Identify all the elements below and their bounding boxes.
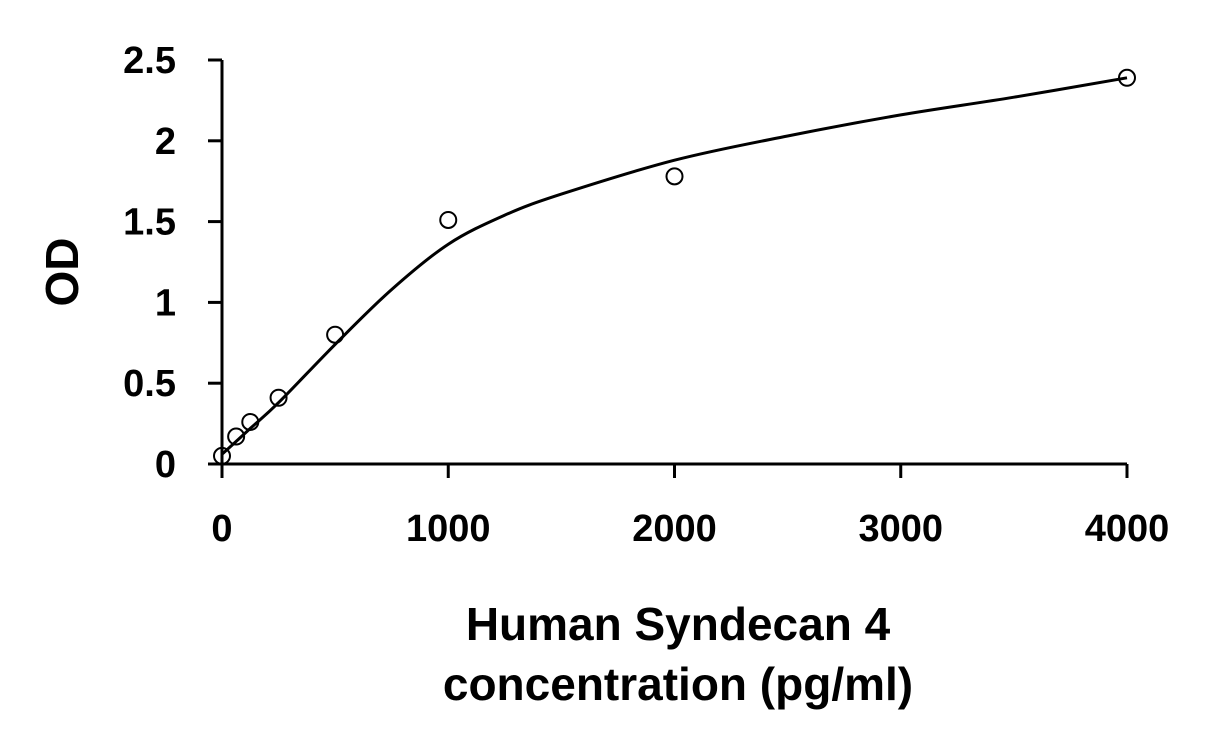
x-tick-label: 3000 xyxy=(858,508,943,550)
data-point xyxy=(227,427,246,446)
data-point xyxy=(439,210,458,229)
data-point xyxy=(213,446,231,465)
data-point xyxy=(269,388,288,407)
y-axis: 0 0.5 1 1.5 2 2.5 xyxy=(123,40,224,486)
x-axis-title-line-2: concentration (pg/ml) xyxy=(443,658,913,710)
x-tick-label: 1000 xyxy=(406,508,491,550)
x-tick-label: 0 xyxy=(211,508,232,550)
fit-curve xyxy=(220,76,1128,456)
x-axis-title-line-1: Human Syndecan 4 xyxy=(466,598,891,650)
y-tick-label: 1 xyxy=(155,282,176,324)
fit-curve-group xyxy=(220,76,1128,456)
data-point xyxy=(1118,68,1136,87)
data-point xyxy=(326,325,345,344)
data-points xyxy=(213,68,1136,465)
y-tick-label: 2 xyxy=(155,121,176,163)
data-point xyxy=(665,167,684,186)
y-tick-label: 1.5 xyxy=(123,202,176,244)
x-axis: 0 1000 2000 3000 4000 xyxy=(208,462,1170,550)
y-tick-label: 0 xyxy=(155,444,176,486)
y-axis-title: OD xyxy=(36,238,88,307)
y-tick-label: 2.5 xyxy=(123,40,176,82)
x-tick-label: 2000 xyxy=(632,508,717,550)
x-tick-label: 4000 xyxy=(1085,508,1170,550)
data-point xyxy=(241,412,260,431)
y-tick-label: 0.5 xyxy=(123,363,176,405)
